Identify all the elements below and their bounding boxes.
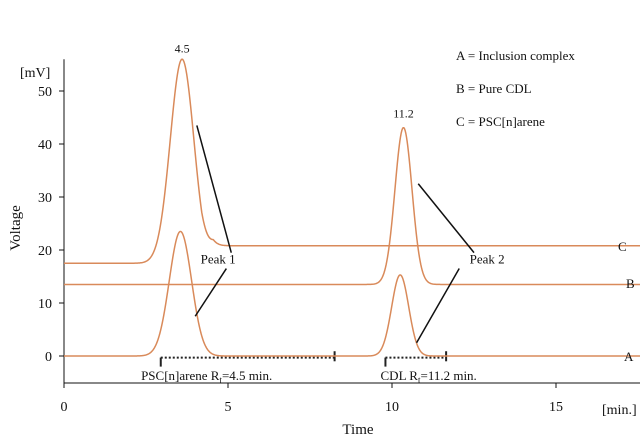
y-tick-label-50: 50 [38,85,52,100]
annotation-label-1: Peak 2 [470,251,505,266]
y-tick-label-40: 40 [38,138,52,153]
integration-marks [159,351,448,367]
peak-top-label-0: 4.5 [175,41,190,55]
series-end-label-c: C [618,239,627,254]
annotation-label-0: Peak 1 [201,251,236,266]
x-tick-label-5: 5 [225,400,232,415]
y-tick-label-10: 10 [38,297,52,312]
y-axis-title: Voltage [8,205,24,251]
trace-a [64,230,640,357]
chromatogram-traces [64,58,640,357]
series-end-label-a: A [624,349,634,364]
peak-top-label-1: 11.2 [393,107,414,121]
axes: 0 10 20 30 40 50 0 5 10 15 [38,59,640,415]
x-axis-title: Time [342,422,373,436]
trace-c [64,58,640,264]
x-tick-label-15: 15 [549,400,563,415]
annotation-leader-0-1 [194,268,227,317]
annotation-leader-0-0 [196,125,233,253]
x-axis-unit: [min.] [602,403,637,418]
y-tick-label-20: 20 [38,244,52,259]
y-tick-label-0: 0 [45,350,52,365]
annotation-leader-1-1 [415,268,460,344]
retention-label-1: CDL Rt=11.2 min. [381,368,477,385]
annotation-leader-1-0 [417,183,475,254]
series-end-label-b: B [626,276,635,291]
x-tick-label-0: 0 [61,400,68,415]
legend-entry-b: B = Pure CDL [456,81,532,96]
y-tick-label-30: 30 [38,191,52,206]
retention-label-0: PSC[n]arene Rt=4.5 min. [141,368,272,385]
legend-entry-a: A = Inclusion complex [456,48,575,63]
y-axis-unit: [mV] [20,66,50,81]
x-tick-label-10: 10 [385,400,399,415]
legend-entry-c: C = PSC[n]arene [456,114,545,129]
peak-annotations: 4.5 11.2 Peak 1 Peak 2 PSC[n]arene Rt=4.5 mi… [141,41,505,385]
trace-b [64,126,640,286]
